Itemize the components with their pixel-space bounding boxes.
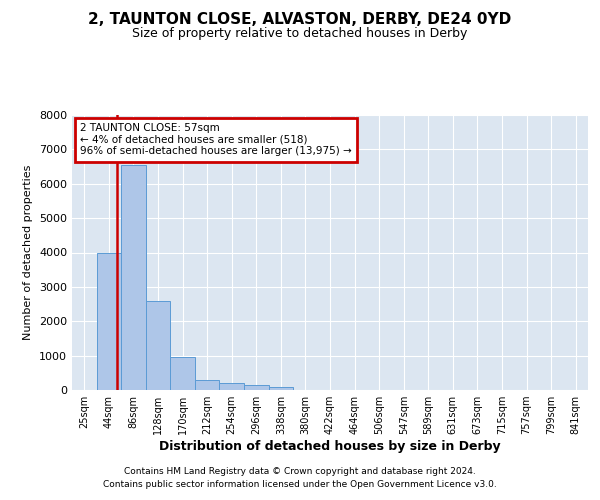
Text: Size of property relative to detached houses in Derby: Size of property relative to detached ho… — [133, 28, 467, 40]
X-axis label: Distribution of detached houses by size in Derby: Distribution of detached houses by size … — [159, 440, 501, 453]
Bar — [97, 252, 121, 390]
Text: Contains HM Land Registry data © Crown copyright and database right 2024.: Contains HM Land Registry data © Crown c… — [124, 467, 476, 476]
Bar — [244, 386, 269, 390]
Bar — [269, 386, 293, 390]
Y-axis label: Number of detached properties: Number of detached properties — [23, 165, 34, 340]
Bar — [170, 358, 195, 390]
Text: 2 TAUNTON CLOSE: 57sqm
← 4% of detached houses are smaller (518)
96% of semi-det: 2 TAUNTON CLOSE: 57sqm ← 4% of detached … — [80, 123, 352, 156]
Text: 2, TAUNTON CLOSE, ALVASTON, DERBY, DE24 0YD: 2, TAUNTON CLOSE, ALVASTON, DERBY, DE24 … — [88, 12, 512, 28]
Bar — [121, 165, 146, 390]
Bar — [195, 380, 220, 390]
Bar — [220, 383, 244, 390]
Bar — [146, 300, 170, 390]
Text: Contains public sector information licensed under the Open Government Licence v3: Contains public sector information licen… — [103, 480, 497, 489]
